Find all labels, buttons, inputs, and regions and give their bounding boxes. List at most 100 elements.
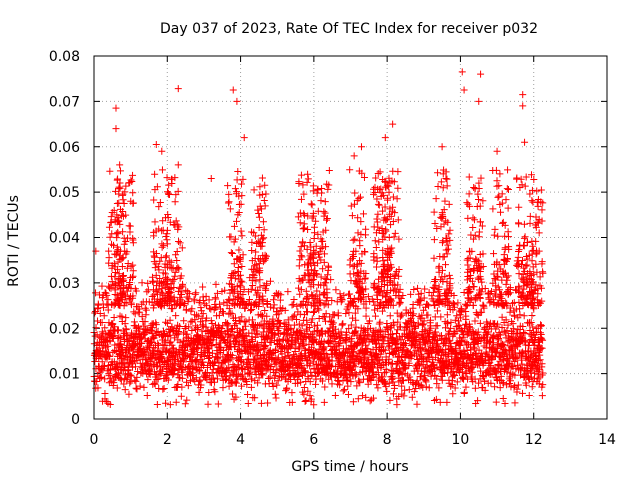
data-point [290, 321, 298, 329]
data-point [173, 248, 181, 256]
data-point [302, 396, 310, 404]
data-point [180, 317, 188, 325]
data-point [491, 383, 499, 391]
data-point [187, 318, 195, 326]
data-point [96, 333, 104, 341]
data-point [245, 296, 253, 304]
data-point [185, 323, 193, 331]
data-point [168, 323, 176, 331]
data-point [297, 332, 305, 340]
data-point [474, 196, 482, 204]
data-point [92, 247, 100, 255]
data-point [145, 366, 153, 374]
data-point [217, 363, 225, 371]
data-point [494, 193, 502, 201]
data-point [440, 206, 448, 214]
data-point [496, 170, 504, 178]
data-point [296, 219, 304, 227]
data-point [264, 399, 272, 407]
data-point [209, 374, 217, 382]
data-point [132, 363, 140, 371]
data-point [176, 323, 184, 331]
data-point [261, 202, 269, 210]
data-point [144, 376, 152, 384]
data-point [248, 375, 256, 383]
data-point [237, 227, 245, 235]
data-point [319, 290, 327, 298]
data-point [311, 229, 319, 237]
data-point [132, 287, 140, 295]
data-point [204, 344, 212, 352]
data-point [183, 396, 191, 404]
data-point [490, 231, 498, 239]
data-point [351, 189, 359, 197]
data-point [259, 352, 267, 360]
data-point [515, 220, 523, 228]
data-point [383, 387, 391, 395]
data-point [153, 400, 161, 408]
data-point [208, 349, 216, 357]
data-point [271, 374, 279, 382]
data-point [100, 312, 108, 320]
data-point [281, 353, 289, 361]
data-point [501, 244, 509, 252]
data-point [289, 313, 297, 321]
data-point [515, 248, 523, 256]
data-point [301, 397, 309, 405]
data-point [502, 196, 510, 204]
data-point [438, 143, 446, 151]
data-point [318, 189, 326, 197]
data-point [197, 304, 205, 312]
data-point [288, 389, 296, 397]
data-point [386, 312, 394, 320]
x-tick-label: 14 [598, 432, 616, 448]
data-point [166, 316, 174, 324]
data-point [233, 176, 241, 184]
data-point [443, 398, 451, 406]
data-point [149, 278, 157, 286]
data-point [477, 70, 485, 78]
data-point [249, 338, 257, 346]
data-point [398, 311, 406, 319]
data-point [441, 197, 449, 205]
data-point [529, 242, 537, 250]
data-point [259, 218, 267, 226]
data-point [112, 104, 120, 112]
data-point [200, 362, 208, 370]
data-point [504, 166, 512, 174]
data-point [362, 312, 370, 320]
data-point [242, 317, 250, 325]
data-point [196, 376, 204, 384]
data-point [391, 271, 399, 279]
data-point [385, 188, 393, 196]
data-point [138, 279, 146, 287]
data-point [407, 290, 415, 298]
data-point [257, 399, 265, 407]
data-point [349, 398, 357, 406]
data-point [342, 310, 350, 318]
data-point [339, 320, 347, 328]
data-point [178, 374, 186, 382]
data-point [271, 360, 279, 368]
data-point [138, 340, 146, 348]
data-point [415, 297, 423, 305]
data-point [414, 284, 422, 292]
data-point [116, 161, 124, 169]
data-point [97, 373, 105, 381]
y-tick-label: 0.04 [49, 231, 80, 247]
data-point [267, 303, 275, 311]
data-point [357, 218, 365, 226]
data-point [422, 383, 430, 391]
data-point [194, 325, 202, 333]
data-point [135, 346, 143, 354]
data-point [262, 367, 270, 375]
data-point [182, 306, 190, 314]
data-point [280, 371, 288, 379]
data-point [386, 396, 394, 404]
data-point [151, 380, 159, 388]
data-point [259, 312, 267, 320]
data-point [421, 285, 429, 293]
data-point [159, 385, 167, 393]
data-point [413, 400, 421, 408]
data-point [207, 175, 215, 183]
